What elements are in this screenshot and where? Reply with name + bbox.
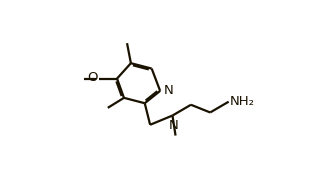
Text: O: O — [87, 71, 98, 84]
Text: N: N — [169, 119, 179, 132]
Text: N: N — [164, 84, 174, 97]
Text: NH₂: NH₂ — [230, 95, 255, 108]
